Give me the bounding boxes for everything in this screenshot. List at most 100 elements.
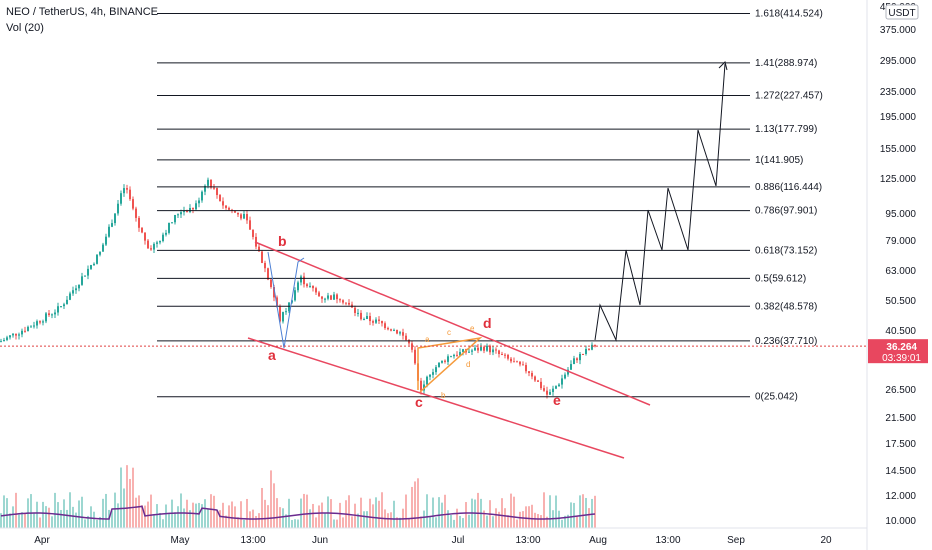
volume-bar (549, 495, 551, 528)
volume-bar (201, 504, 203, 528)
candle-body (177, 214, 179, 216)
candle-body (147, 240, 149, 249)
candle-body (375, 319, 377, 323)
currency-label: USDT (888, 8, 915, 19)
volume-bar (309, 509, 311, 528)
volume-bar (534, 512, 536, 528)
volume-bar (543, 492, 545, 528)
price-tick-label: 375.000 (880, 25, 917, 36)
projection-path (594, 63, 726, 342)
price-tick-label: 295.000 (880, 56, 917, 67)
volume-bar (417, 478, 419, 528)
candle-body (240, 214, 242, 219)
time-tick-label: 13:00 (655, 535, 680, 546)
volume-bar (495, 508, 497, 528)
volume-bar (486, 515, 488, 528)
volume-bar (303, 493, 305, 528)
volume-bar (264, 499, 266, 528)
candle-body (30, 326, 32, 328)
candle-body (51, 314, 53, 316)
candle-body (225, 205, 227, 208)
candle-body (594, 344, 596, 347)
time-tick-label: Apr (34, 535, 50, 546)
candle-body (120, 193, 122, 204)
volume-bar (153, 515, 155, 528)
time-tick-label: May (171, 535, 190, 546)
volume-bar (318, 505, 320, 528)
volume-bar (126, 465, 128, 528)
candle-body (24, 330, 26, 332)
candle-body (420, 380, 422, 391)
volume-bar (483, 510, 485, 528)
candle-body (252, 229, 254, 237)
candle-body (573, 358, 575, 365)
candle-body (522, 364, 524, 366)
price-tick-label: 79.000 (885, 236, 916, 247)
candle-body (456, 354, 458, 356)
volume-bar (546, 516, 548, 528)
candle-body (510, 358, 512, 362)
candle-body (333, 294, 335, 300)
candle-body (99, 251, 101, 255)
candle-body (135, 208, 137, 218)
candle-body (537, 380, 539, 382)
candle-body (45, 313, 47, 322)
last-price-badge (868, 339, 928, 364)
volume-bar (462, 518, 464, 528)
sub-wave-label-c: c (447, 328, 451, 337)
candle-body (75, 288, 77, 291)
candle-body (342, 300, 344, 303)
time-tick-label: 13:00 (240, 535, 265, 546)
candle-body (117, 203, 119, 214)
time-tick-label: 20 (820, 535, 832, 546)
candle-body (507, 354, 509, 359)
candle-body (513, 361, 515, 363)
candle-body (66, 299, 68, 305)
candle-body (381, 320, 383, 324)
volume-bar (237, 517, 239, 528)
candle-body (141, 227, 143, 233)
volume-bar (423, 510, 425, 528)
candle-body (267, 268, 269, 280)
volume-bar (369, 498, 371, 528)
candle-body (69, 293, 71, 300)
volume-bar (378, 500, 380, 528)
volume-bar (90, 506, 92, 528)
candle-body (534, 376, 536, 381)
volume-bar (501, 498, 503, 528)
candle-body (372, 321, 374, 323)
volume-bar (105, 493, 107, 528)
volume-bar (48, 507, 50, 528)
candle-body (144, 232, 146, 241)
time-tick-label: Aug (589, 535, 607, 546)
fib-level-label: 0.786(97.901) (755, 206, 817, 217)
candle-body (531, 373, 533, 377)
volume-bar (210, 494, 212, 528)
candle-body (402, 332, 404, 336)
volume-bar (306, 494, 308, 528)
channel-upper-line (254, 241, 651, 406)
volume-bar (6, 498, 8, 528)
volume-bar (99, 516, 101, 528)
volume-bar (414, 481, 416, 528)
candle-body (222, 201, 224, 206)
volume-bar (513, 496, 515, 528)
volume-bar (594, 495, 596, 528)
candle-body (393, 329, 395, 331)
candle-body (567, 369, 569, 375)
volume-bar (174, 512, 176, 528)
volume-bar (162, 519, 164, 528)
volume-bar (213, 495, 215, 528)
volume-bar (555, 495, 557, 528)
volume-bar (114, 492, 116, 528)
candle-body (489, 345, 491, 353)
candle-body (270, 279, 272, 288)
candle-body (129, 189, 131, 200)
fib-level-label: 1.41(288.974) (755, 58, 817, 69)
candle-body (108, 226, 110, 237)
volume-bar (324, 513, 326, 528)
volume-bar (504, 508, 506, 528)
fibonacci-extension[interactable]: 1.618(414.524) 1.41(288.974) 1.272(227.457… (157, 9, 823, 403)
